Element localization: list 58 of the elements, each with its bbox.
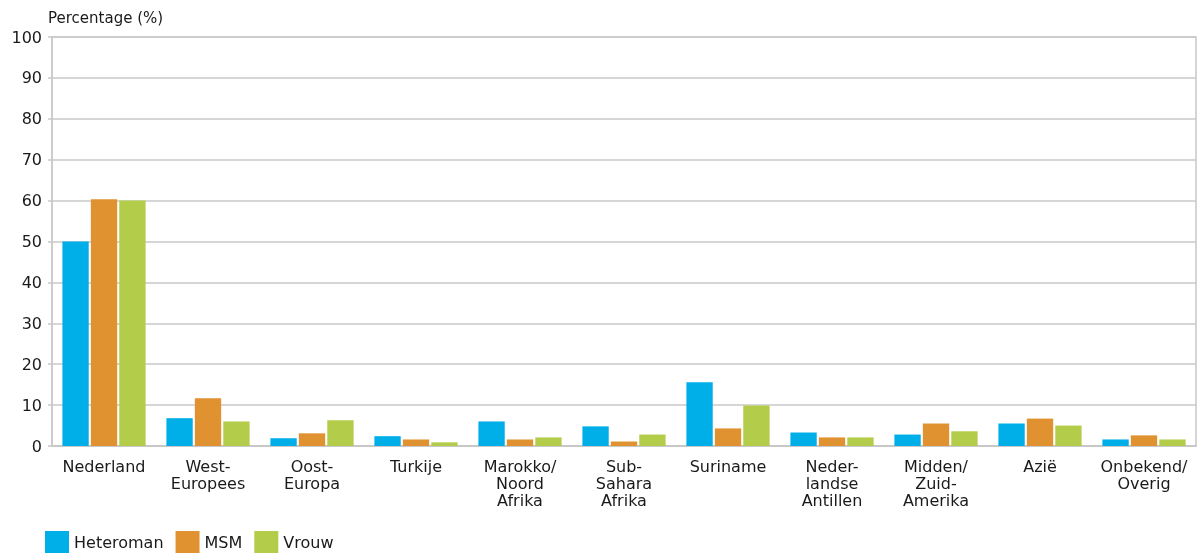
bar [327, 420, 354, 446]
x-tick-label: Turkije [388, 457, 443, 476]
y-tick-label: 80 [21, 109, 42, 129]
bar [62, 241, 89, 446]
x-tick-label: Neder- landse Antillen [801, 457, 863, 510]
bar [922, 423, 950, 446]
bar [478, 421, 505, 446]
bar [1130, 435, 1158, 446]
x-tick-label: Midden/ Zuid- Amerika [902, 457, 970, 510]
x-tick-label: West- Europees [170, 457, 246, 493]
bar [431, 442, 458, 446]
x-tick-label: Suriname [689, 457, 767, 476]
x-tick-label: Azië [1023, 457, 1057, 476]
y-tick-label: 90 [21, 68, 42, 88]
bar [374, 436, 401, 446]
y-tick-label: 50 [21, 232, 42, 251]
y-tick-label: 100 [11, 27, 42, 47]
bar [1102, 439, 1129, 446]
x-tick-label: Onbekend/ Overig [1100, 457, 1189, 493]
bar [270, 438, 297, 446]
bar [194, 398, 222, 446]
bar [90, 199, 118, 446]
x-tick-label: Marokko/ Noord Afrika [483, 457, 557, 510]
legend-label: Vrouw [283, 532, 334, 552]
y-tick-label: 20 [21, 354, 42, 374]
y-tick-label: 30 [21, 313, 42, 333]
bar [1055, 425, 1082, 446]
bar [1026, 418, 1054, 446]
bar [298, 433, 326, 446]
bar [582, 426, 609, 446]
bar [639, 434, 666, 446]
y-tick-label: 60 [21, 191, 42, 211]
bar [714, 428, 742, 446]
bar [818, 437, 846, 446]
y-axis-title: Percentage (%) [48, 8, 164, 27]
y-tick-label: 40 [21, 272, 42, 292]
legend-label: Heteroman [74, 532, 164, 552]
bar [223, 421, 250, 446]
legend-label: MSM [204, 532, 243, 552]
bar [743, 405, 770, 446]
bar [119, 200, 146, 446]
bar [535, 437, 562, 446]
x-tick-label: Oost- Europa [283, 457, 341, 493]
bar [686, 382, 713, 446]
bar [951, 431, 978, 446]
y-tick-label: 70 [21, 150, 42, 170]
y-tick-label: 0 [31, 436, 42, 456]
bar [506, 439, 534, 446]
bar [166, 418, 193, 446]
x-tick-label: Nederland [62, 457, 146, 476]
bar [1159, 439, 1186, 446]
x-tick-label: Sub- Sahara Afrika [595, 457, 653, 510]
bar [894, 434, 921, 446]
bar [790, 432, 817, 446]
bar [998, 423, 1025, 446]
y-tick-label: 10 [21, 395, 42, 415]
bar [847, 437, 874, 446]
bar [402, 439, 430, 446]
